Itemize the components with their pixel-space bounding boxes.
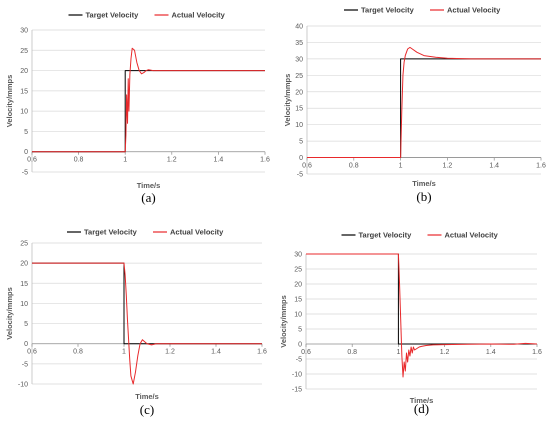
y-tick-label: 25 <box>295 73 303 80</box>
legend: Target Velocity Actual Velocity <box>68 11 226 20</box>
y-tick-label: 30 <box>295 56 303 63</box>
chart-panel-d: -15 -10 -5 0 5 10 15 20 25 30 0.6 0.8 1 1.2 1.4 1.6 Targ… <box>279 231 542 416</box>
y-tick-label: -5 <box>22 361 28 368</box>
legend-label-target: Target Velocity <box>84 228 138 237</box>
x-axis-title: Time/s <box>410 396 434 405</box>
x-tick-label: 0.8 <box>73 349 83 356</box>
y-tick-label: 0 <box>24 149 28 156</box>
panel-caption: (d) <box>414 401 429 416</box>
x-tick-label: 1.2 <box>440 349 450 356</box>
y-tick-label: -5 <box>22 170 28 177</box>
y-tick-label: 20 <box>20 261 28 268</box>
y-tick-label: 25 <box>20 241 28 248</box>
series-line-actual-velocity <box>32 47 265 153</box>
x-axis-title: Time/s <box>135 392 159 401</box>
y-tick-label: 5 <box>24 321 28 328</box>
y-tick-label: 20 <box>295 89 303 96</box>
y-tick-label: 40 <box>295 24 303 31</box>
chart-panel-c: -10 -5 0 5 10 15 20 25 0.6 0.8 1 1.2 1.4 1.6 Target Ve… <box>5 228 267 417</box>
y-axis-title: Velocity/mmps <box>5 287 14 340</box>
y-tick-label: 30 <box>20 28 28 35</box>
x-tick-label: 1.6 <box>257 349 267 356</box>
y-tick-label: 5 <box>24 129 28 136</box>
y-tick-label: 10 <box>20 109 28 116</box>
x-tick-label: 0.6 <box>301 349 311 356</box>
y-tick-label: 5 <box>298 327 302 334</box>
x-tick-label: 0.8 <box>349 163 359 170</box>
x-tick-label: 1.6 <box>532 349 542 356</box>
y-tick-label: 20 <box>20 68 28 75</box>
panel-caption: (a) <box>141 190 155 205</box>
y-tick-label: -5 <box>296 357 302 364</box>
y-tick-label: -5 <box>297 172 303 179</box>
legend: Target Velocity Actual Velocity <box>341 231 499 240</box>
panel-caption: (b) <box>416 189 431 204</box>
y-tick-label: 10 <box>295 122 303 129</box>
x-tick-label: 1.4 <box>214 157 224 164</box>
x-tick-label: 1 <box>396 349 400 356</box>
x-tick-label: 1 <box>122 349 126 356</box>
y-tick-label: 35 <box>295 40 303 47</box>
series-line-actual-velocity <box>307 46 541 159</box>
chart-panel-a: -5 0 5 10 15 20 25 30 0.6 0.8 1 1.2 1.4 1.6 Target Vel… <box>5 11 270 205</box>
x-tick-label: 0.6 <box>302 163 312 170</box>
legend-label-target: Target Velocity <box>361 6 415 15</box>
legend-label-actual: Actual Velocity <box>447 6 501 15</box>
legend-label-actual: Actual Velocity <box>170 228 224 237</box>
y-tick-label: 30 <box>294 252 302 259</box>
x-tick-label: 0.6 <box>27 157 37 164</box>
x-tick-label: 1.4 <box>489 163 499 170</box>
y-tick-label: 15 <box>20 88 28 95</box>
y-tick-label: -15 <box>292 387 302 394</box>
y-axis-title: Velocity/mmps <box>283 74 292 127</box>
x-tick-label: 1.6 <box>536 163 546 170</box>
x-tick-label: 0.6 <box>27 349 37 356</box>
y-tick-label: -10 <box>18 382 28 389</box>
y-tick-label: 10 <box>20 301 28 308</box>
legend-label-actual: Actual Velocity <box>445 231 499 240</box>
legend: Target Velocity Actual Velocity <box>344 6 501 15</box>
y-tick-label: 0 <box>24 341 28 348</box>
legend-label-actual: Actual Velocity <box>172 11 226 20</box>
x-tick-label: 1.4 <box>486 349 496 356</box>
y-tick-label: 25 <box>20 48 28 55</box>
x-tick-label: 1 <box>399 163 403 170</box>
x-axis-title: Time/s <box>412 179 436 188</box>
x-tick-label: 0.8 <box>74 157 84 164</box>
x-tick-label: 1.6 <box>260 157 270 164</box>
chart-panel-b: -5 0 5 10 15 20 25 30 35 40 0.6 0.8 1 1.2 1.4 1.6 Target… <box>283 6 546 204</box>
series-line-actual-velocity <box>306 253 538 378</box>
x-tick-label: 1 <box>123 157 127 164</box>
y-tick-label: 0 <box>298 342 302 349</box>
series-line-actual-velocity <box>32 262 262 385</box>
y-axis-title: Velocity/mmps <box>279 295 288 348</box>
x-tick-label: 1.2 <box>165 349 175 356</box>
y-axis-title: Velocity/mmps <box>5 75 14 128</box>
y-tick-label: 15 <box>20 281 28 288</box>
y-tick-label: -10 <box>292 372 302 379</box>
y-tick-label: 0 <box>299 155 303 162</box>
x-tick-label: 1.2 <box>443 163 453 170</box>
x-tick-label: 1.4 <box>211 349 221 356</box>
x-tick-label: 1.2 <box>167 157 177 164</box>
panel-caption: (c) <box>140 402 154 417</box>
legend-label-target: Target Velocity <box>86 11 140 20</box>
x-axis-title: Time/s <box>137 181 161 190</box>
y-tick-label: 15 <box>295 106 303 113</box>
y-tick-label: 5 <box>299 139 303 146</box>
x-tick-label: 0.8 <box>347 349 357 356</box>
y-tick-label: 25 <box>294 267 302 274</box>
y-tick-label: 10 <box>294 312 302 319</box>
y-tick-label: 20 <box>294 282 302 289</box>
y-tick-label: 15 <box>294 297 302 304</box>
legend-label-target: Target Velocity <box>359 231 413 240</box>
legend: Target Velocity Actual Velocity <box>67 228 224 237</box>
